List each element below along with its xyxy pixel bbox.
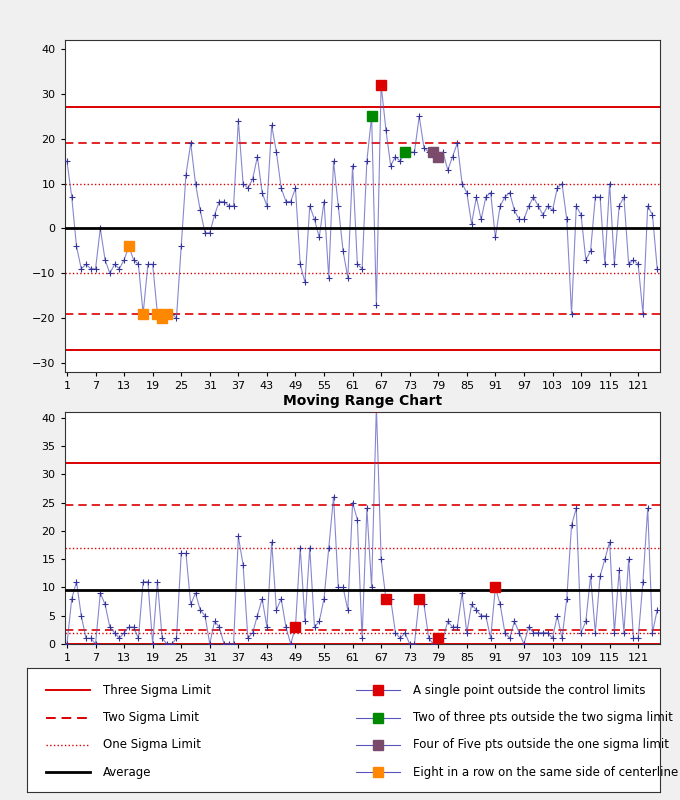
Text: Three Sigma Limit: Three Sigma Limit: [103, 684, 211, 697]
Text: One Sigma Limit: One Sigma Limit: [103, 738, 201, 751]
Text: Two Sigma Limit: Two Sigma Limit: [103, 711, 199, 724]
Text: A single point outside the control limits: A single point outside the control limit…: [413, 684, 645, 697]
Text: Average: Average: [103, 766, 152, 778]
Text: Two of three pts outside the two sigma limit: Two of three pts outside the two sigma l…: [413, 711, 673, 724]
Text: Eight in a row on the same side of centerline: Eight in a row on the same side of cente…: [413, 766, 678, 778]
Title: Moving Range Chart: Moving Range Chart: [282, 394, 442, 408]
Text: Four of Five pts outside the one sigma limit: Four of Five pts outside the one sigma l…: [413, 738, 669, 751]
